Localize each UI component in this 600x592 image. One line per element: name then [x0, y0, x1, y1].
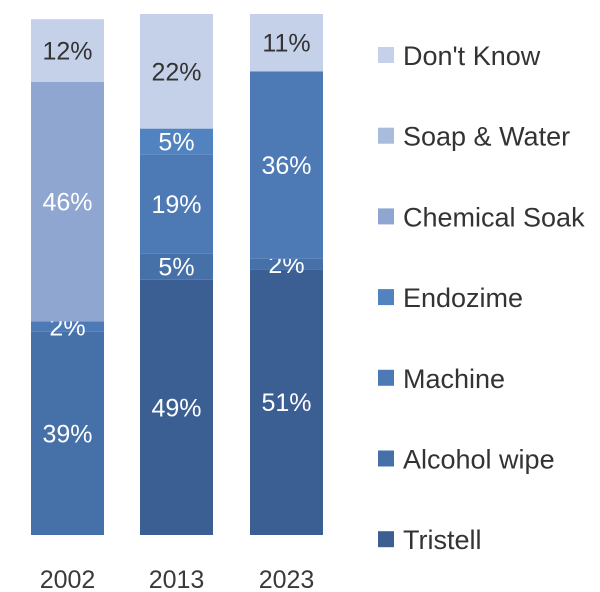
- legend-label-tristell: Tristell: [403, 525, 482, 555]
- category-label-2002: 2002: [40, 566, 96, 592]
- bar-segment-2023-tristell: [250, 269, 323, 535]
- legend-swatch-endozime: [378, 289, 394, 306]
- category-label-2023: 2023: [259, 566, 315, 592]
- bar-segment-2023-don-t-know: [250, 14, 323, 72]
- bar-segment-2023-alcohol-wipe: [250, 258, 323, 270]
- bar-segment-2013-alcohol-wipe: [140, 253, 213, 280]
- legend-label-chemical-soak: Chemical Soak: [403, 202, 585, 232]
- legend-label-soap-water: Soap & Water: [403, 122, 570, 152]
- data-label-2002-don-t-know: 12%: [42, 37, 92, 65]
- bar-segment-2002-alcohol-wipe: [31, 331, 104, 535]
- bar-segment-2002-don-t-know: [31, 19, 104, 82]
- data-label-2023-machine: 36%: [261, 152, 311, 180]
- bar-segment-2013-machine: [140, 154, 213, 254]
- data-label-2013-alcohol-wipe: 5%: [158, 254, 194, 282]
- legend-label-endozime: Endozime: [403, 283, 523, 313]
- bar-segment-2002-machine: [31, 321, 104, 332]
- legend-swatch-tristell: [378, 531, 394, 548]
- legend-label-machine: Machine: [403, 364, 505, 394]
- legend: Don't Know Soap & Water Chemical Soak Endoz…: [378, 41, 585, 555]
- data-label-2013-tristell: 49%: [151, 394, 201, 422]
- category-label-2013: 2013: [149, 566, 205, 592]
- category-labels: 2002 2013 2023: [40, 566, 315, 592]
- bar-segment-2023-machine: [250, 71, 323, 259]
- bar-segment-2013-endozime: [140, 128, 213, 155]
- data-label-2013-machine: 19%: [151, 191, 201, 219]
- legend-swatch-chemical-soak: [378, 208, 394, 225]
- data-label-2023-tristell: 51%: [261, 389, 311, 417]
- legend-swatch-machine: [378, 369, 394, 386]
- legend-swatch-soap-water: [378, 127, 394, 144]
- bar-segment-2013-tristell: [140, 279, 213, 535]
- data-label-2013-don-t-know: 22%: [151, 58, 201, 86]
- legend-label-alcohol-wipe: Alcohol wipe: [403, 445, 555, 475]
- bars-group: 39%2%46%12%49%5%19%5%22%51%2%36%11%: [31, 14, 323, 535]
- data-label-2002-chemical-soak: 46%: [42, 189, 92, 217]
- data-label-2002-alcohol-wipe: 39%: [42, 420, 92, 448]
- data-label-2023-don-t-know: 11%: [262, 30, 310, 58]
- data-label-2013-endozime: 5%: [158, 129, 194, 157]
- legend-swatch-don-t-know: [378, 47, 394, 63]
- bar-segment-2013-don-t-know: [140, 14, 213, 129]
- legend-label-don-t-know: Don't Know: [403, 41, 541, 71]
- bar-segment-2002-chemical-soak: [31, 81, 104, 322]
- legend-swatch-alcohol-wipe: [378, 450, 394, 467]
